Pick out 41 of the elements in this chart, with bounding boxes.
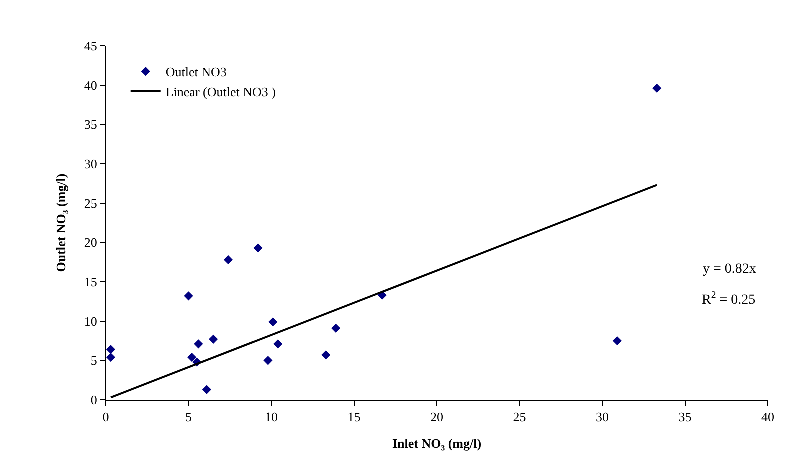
annotation: y = 0.82x (703, 262, 756, 277)
y-tick-label: 20 (84, 235, 98, 250)
legend-label: Linear (Outlet NO3 ) (166, 84, 276, 100)
x-tick-label: 40 (762, 410, 774, 425)
point (184, 292, 194, 301)
point (202, 385, 212, 394)
x-tick-label: 10 (265, 410, 278, 425)
point (274, 340, 283, 349)
point (268, 318, 278, 327)
y-tick-label: 45 (84, 38, 98, 54)
y-axis-title: Outlet NO₃ (mg/l) (53, 174, 68, 272)
y-tick-label: 25 (84, 196, 98, 211)
point (322, 350, 331, 360)
x-tick-label: 5 (186, 410, 192, 425)
point (194, 340, 204, 349)
x-tick-label: 0 (102, 410, 110, 425)
point (264, 356, 273, 366)
point (188, 352, 197, 362)
y-tick-label: 15 (84, 274, 98, 290)
x-tick-label: 35 (678, 410, 692, 425)
point (612, 336, 622, 346)
point (652, 84, 662, 94)
x-tick-label: 20 (430, 410, 444, 425)
y-tick-label: 40 (84, 78, 98, 93)
x-tick-label: 25 (513, 410, 526, 425)
point (254, 244, 263, 253)
y-tick-label: 30 (84, 156, 98, 172)
y-tick-label: 5 (90, 353, 98, 368)
y-tick-label: 10 (84, 314, 98, 329)
point (332, 324, 341, 333)
point (106, 352, 116, 362)
y-tick-label: 0 (90, 392, 98, 408)
x-tick-label: 15 (348, 410, 361, 425)
point (106, 345, 116, 354)
y-tick-label: 35 (84, 117, 98, 132)
point (224, 255, 234, 265)
annotation: R$^{2}$ = 0.25 (702, 290, 756, 308)
x-tick-label: 30 (596, 410, 609, 425)
point (209, 334, 218, 344)
x-axis-title: Inlet NO₃ (mg/l) (392, 436, 482, 452)
legend-label: Outlet NO3 (166, 64, 227, 80)
